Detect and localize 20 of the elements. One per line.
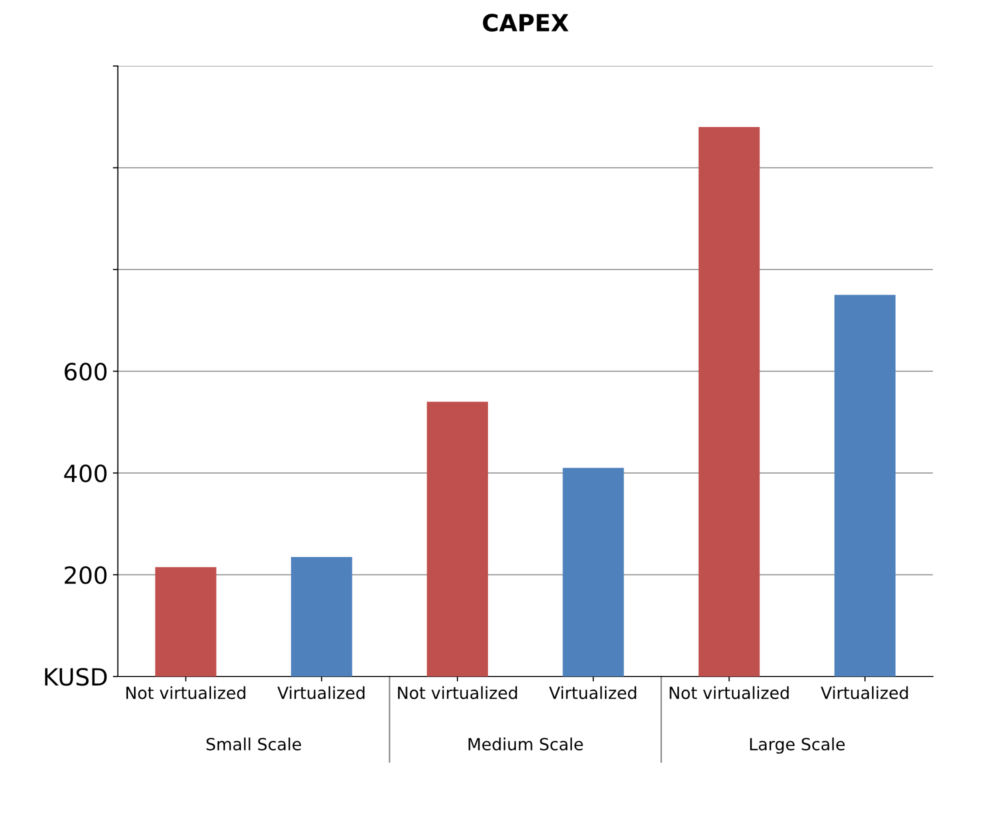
y-tick-label: KUSD xyxy=(45,668,107,686)
y-tick-label: 600 xyxy=(64,362,107,381)
x-tick-label: Not virtualized xyxy=(670,686,789,700)
x-tick-label: Virtualized xyxy=(277,686,364,700)
bar xyxy=(155,567,216,676)
bar xyxy=(291,556,352,676)
bar xyxy=(698,127,760,676)
x-tick-label: Virtualized xyxy=(549,686,636,700)
text: Small Scale xyxy=(206,738,302,750)
text: Medium Scale xyxy=(468,738,583,750)
bar xyxy=(562,468,624,676)
x-tick-label: Not virtualized xyxy=(398,686,517,700)
chart-title: CAPEX xyxy=(482,14,569,32)
y-tick-label: 400 xyxy=(64,464,107,482)
y-tick-label: 200 xyxy=(64,566,107,584)
text: Large Scale xyxy=(750,738,845,754)
bar xyxy=(426,402,488,676)
bar xyxy=(834,294,896,676)
x-tick-label: Not virtualized xyxy=(126,686,246,700)
x-tick-label: Virtualized xyxy=(820,686,908,700)
